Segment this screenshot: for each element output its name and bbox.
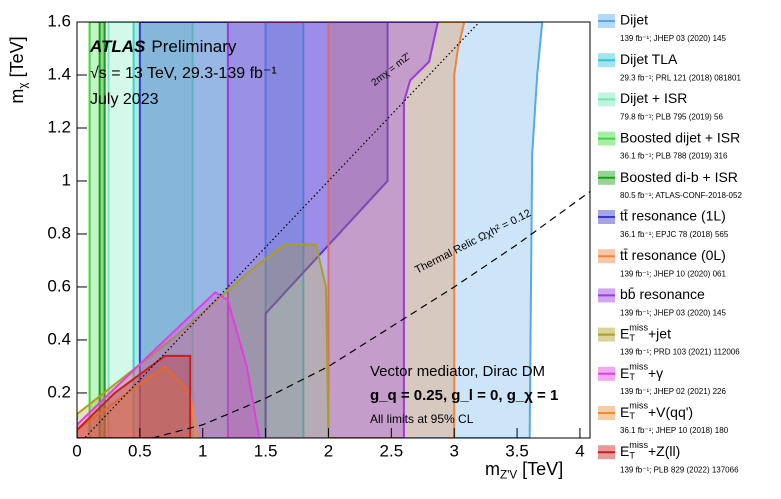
legend-label-rest: +γ bbox=[648, 365, 663, 381]
exclusion-region bbox=[327, 22, 466, 438]
legend-ref: 79.8 fb⁻¹; PLB 795 (2019) 56 bbox=[620, 113, 724, 122]
y-axis-label-rest: [TeV] bbox=[7, 36, 27, 82]
x-tick-label: 3.5 bbox=[505, 441, 529, 460]
legend-ref: 139 fb⁻¹; JHEP 10 (2020) 061 bbox=[620, 269, 726, 278]
exclusion-region bbox=[138, 22, 389, 438]
legend-label-sub: T bbox=[629, 412, 635, 422]
x-tick-label: 2 bbox=[324, 441, 333, 460]
x-tick-label: 1.5 bbox=[254, 441, 278, 460]
legend-ref: 36.1 fb⁻¹; PLB 788 (2019) 316 bbox=[620, 152, 728, 161]
y-tick-label: 1.6 bbox=[47, 11, 71, 30]
x-tick-label: 4 bbox=[575, 441, 584, 460]
x-tick-label: 1 bbox=[198, 441, 207, 460]
exclusion-region bbox=[77, 243, 330, 438]
reference-line bbox=[152, 191, 590, 438]
legend-label: Boosted di-b + ISR bbox=[620, 169, 738, 185]
legend-label-main: Boosted di- bbox=[620, 169, 691, 185]
subtitle: July 2023 bbox=[90, 91, 159, 108]
x-tick-label: 2.5 bbox=[380, 441, 404, 460]
legend-label-main: E bbox=[620, 404, 629, 420]
legend-label: ETmiss+jet bbox=[620, 323, 671, 344]
legend-label: Dijet bbox=[620, 12, 648, 28]
exclusion-region bbox=[77, 291, 261, 438]
legend-label-main: E bbox=[620, 443, 629, 459]
legend-ref: 29.3 fb⁻¹; PRL 121 (2018) 081801 bbox=[620, 73, 741, 82]
legend-label: Dijet TLA bbox=[620, 51, 678, 67]
exclusion-region bbox=[132, 22, 305, 438]
legend-ref: 36.1 fb⁻¹; JHEP 10 (2018) 180 bbox=[620, 426, 729, 435]
legend-label-sub: T bbox=[629, 333, 635, 343]
legend-label: ETmiss+V(qq') bbox=[620, 401, 693, 422]
legend-label-sup: miss bbox=[629, 323, 648, 333]
exclusion-region bbox=[77, 365, 198, 438]
legend-label: tt̄ resonance (0L) bbox=[620, 247, 726, 263]
legend-label: Boosted dijet + ISR bbox=[620, 129, 740, 145]
legend-ref: 139 fb⁻¹; JHEP 02 (2021) 226 bbox=[620, 387, 726, 396]
legend-label-sup: miss bbox=[629, 362, 648, 372]
info-text: All limits at 95% CL bbox=[370, 412, 474, 426]
legend-ref: 139 fb⁻¹; PRD 103 (2021) 112006 bbox=[620, 348, 740, 357]
legend-label: bb̄ resonance bbox=[620, 286, 705, 302]
chart-title-main: ATLAS bbox=[89, 37, 146, 56]
chart-title-rest: Preliminary bbox=[151, 37, 237, 56]
legend-label-sup: miss bbox=[629, 401, 648, 411]
y-tick-label: 0.8 bbox=[47, 223, 71, 242]
legend-ref: 139 fb⁻¹; PLB 829 (2022) 137066 bbox=[620, 465, 739, 474]
info-text: g_q = 0.25, g_l = 0, g_χ = 1 bbox=[370, 387, 558, 404]
legend-label-main: E bbox=[620, 365, 629, 381]
y-tick-label: 0.4 bbox=[47, 329, 71, 348]
exclusion-region bbox=[98, 22, 106, 438]
legend-ref: 36.1 fb⁻¹; EPJC 78 (2018) 565 bbox=[620, 230, 729, 239]
x-tick-label: 0.5 bbox=[128, 441, 152, 460]
frame bbox=[76, 21, 591, 439]
y-axis-label-main: m bbox=[7, 89, 27, 104]
exclusion-region bbox=[77, 354, 192, 438]
legend-label: ETmiss+γ bbox=[620, 362, 663, 383]
exclusion-region bbox=[226, 22, 439, 438]
exclusion-region bbox=[88, 22, 106, 438]
y-tick-label: 1 bbox=[62, 170, 71, 189]
x-axis-label: mZ'V [TeV] bbox=[485, 459, 563, 482]
x-tick-label: 3 bbox=[449, 441, 458, 460]
legend-label: Dijet + ISR bbox=[620, 90, 687, 106]
subtitle: √s = 13 TeV, 29.3-139 fb⁻¹ bbox=[90, 65, 277, 82]
legend-label-rest: +V(qq') bbox=[648, 404, 693, 420]
info-text: Vector mediator, Dirac DM bbox=[370, 363, 545, 380]
legend-label-main: E bbox=[620, 325, 629, 341]
legend-label-rest: b + ISR bbox=[691, 169, 738, 185]
x-axis-label-main: m bbox=[485, 459, 500, 479]
y-tick-label: 1.2 bbox=[47, 117, 71, 136]
legend-label-sup: miss bbox=[629, 440, 648, 450]
chart-title: ATLAS Preliminary bbox=[89, 37, 237, 56]
legend-label-rest: +Z(ll) bbox=[648, 443, 680, 459]
y-tick-label: 1.4 bbox=[47, 64, 71, 83]
plot-area bbox=[77, 22, 590, 438]
legend-ref: 80.5 fb⁻¹; ATLAS-CONF-2018-052 bbox=[620, 191, 742, 200]
legend-label-rest: +jet bbox=[648, 325, 671, 341]
legend-label-sub: T bbox=[629, 372, 635, 382]
legend-ref: 139 fb⁻¹; JHEP 03 (2020) 145 bbox=[620, 309, 726, 318]
legend-label: ETmiss+Z(ll) bbox=[620, 440, 680, 461]
y-tick-label: 0.2 bbox=[47, 382, 71, 401]
legend-ref: 139 fb⁻¹; JHEP 03 (2020) 145 bbox=[620, 34, 726, 43]
y-axis-label: mχ [TeV] bbox=[7, 36, 30, 103]
x-tick-label: 0 bbox=[72, 441, 81, 460]
x-axis-label-sub: Z'V bbox=[500, 468, 517, 481]
reference-line bbox=[83, 22, 480, 438]
legend-label: tt̄ resonance (1L) bbox=[620, 208, 726, 224]
x-axis-label-rest: [TeV] bbox=[517, 459, 563, 479]
y-axis-label-sub: χ bbox=[16, 82, 29, 88]
legend-label-sub: T bbox=[629, 451, 635, 461]
y-tick-label: 0.6 bbox=[47, 276, 71, 295]
